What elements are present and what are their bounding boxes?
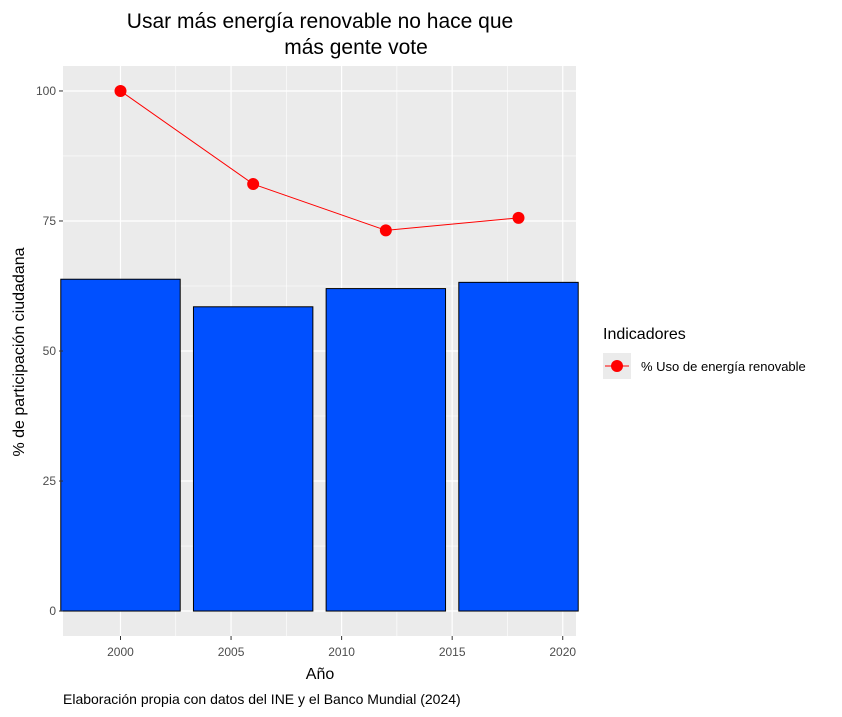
y-tick-label: 0	[49, 604, 56, 618]
legend-key-marker	[611, 360, 623, 372]
y-axis: 0 25 50 75 100	[36, 84, 63, 618]
series-point-2018	[512, 211, 525, 224]
y-tick-label: 50	[43, 344, 57, 358]
legend-title: Indicadores	[603, 326, 686, 343]
chart-title-line-2: más gente vote	[284, 36, 428, 59]
y-axis-title: % de participación ciudadana	[11, 247, 28, 456]
legend-label: % Uso de energía renovable	[641, 359, 806, 374]
x-tick-label: 2020	[549, 645, 576, 659]
x-axis-title: Año	[306, 666, 335, 683]
x-tick-label: 2015	[439, 645, 466, 659]
y-tick-label: 25	[43, 474, 57, 488]
legend: Indicadores % Uso de energía renovable	[603, 326, 806, 379]
bar-2018	[458, 281, 579, 612]
x-tick-label: 2005	[218, 645, 245, 659]
bar-2006	[192, 306, 314, 612]
bar-2012	[325, 288, 447, 612]
y-tick-label: 100	[36, 84, 56, 98]
series-point-2006	[247, 178, 260, 191]
x-tick-label: 2000	[107, 645, 134, 659]
x-axis: 2000 2005 2010 2015 2020	[107, 636, 576, 659]
y-tick-label: 75	[43, 214, 57, 228]
chart-caption: Elaboración propia con datos del INE y e…	[63, 691, 461, 707]
bar-2000	[60, 278, 181, 612]
chart-title-line-1: Usar más energía renovable no hace que	[127, 10, 513, 33]
series-point-2000	[114, 84, 127, 97]
x-tick-label: 2010	[328, 645, 355, 659]
bars	[60, 278, 579, 612]
series-point-2012	[379, 224, 392, 237]
series-line	[120, 90, 519, 231]
line-series	[114, 84, 525, 237]
